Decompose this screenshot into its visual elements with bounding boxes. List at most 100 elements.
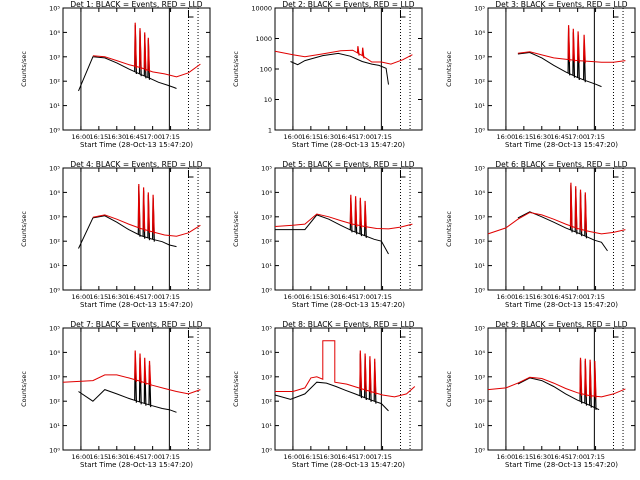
panel-title: Det 6: BLACK = Events, RED = LLD	[495, 160, 627, 169]
panel-title: Det 4: BLACK = Events, RED = LLD	[70, 160, 202, 169]
lld-flare-spike	[583, 34, 586, 64]
y-tick-label: 10²	[49, 398, 60, 406]
y-tick-label: 10³	[261, 373, 272, 381]
panel-title: Det 8: BLACK = Events, RED = LLD	[282, 320, 414, 329]
events-series-line	[78, 389, 177, 413]
lld-series-line	[92, 55, 201, 78]
x-tick-label: 17:00	[355, 133, 374, 141]
lld-flare-spike	[584, 358, 588, 397]
x-tick-label: 16:00	[497, 453, 516, 461]
x-axis-label: Start Time (28-Oct-13 15:47:20)	[80, 461, 193, 469]
x-tick-label: 17:15	[161, 293, 180, 301]
y-tick-label: 10⁵	[474, 165, 485, 173]
marker-bracket	[187, 170, 194, 178]
x-tick-label: 16:00	[284, 453, 303, 461]
x-tick-label: 16:15	[89, 293, 108, 301]
y-axis-label: Counts/sec	[445, 371, 453, 407]
y-tick-label: 10⁰	[261, 447, 272, 455]
x-axis-label: Start Time (28-Oct-13 15:47:20)	[292, 461, 405, 469]
x-tick-label: 17:00	[143, 133, 162, 141]
x-tick-label: 16:30	[107, 133, 126, 141]
x-tick-label: 16:30	[532, 453, 551, 461]
y-tick-label: 10⁵	[49, 5, 60, 13]
x-tick-label: 16:15	[89, 133, 108, 141]
events-series-line	[517, 377, 600, 411]
lld-flare-spike	[137, 183, 141, 231]
lld-flare-spike	[368, 356, 372, 394]
x-tick-label: 17:15	[586, 133, 605, 141]
x-tick-label: 16:00	[497, 133, 516, 141]
y-tick-label: 10⁵	[49, 325, 60, 333]
x-tick-label: 17:00	[355, 293, 374, 301]
y-tick-label: 10¹	[49, 422, 60, 430]
y-tick-label: 100	[260, 66, 272, 74]
lld-flare-spike	[354, 196, 358, 228]
lld-flare-spike	[361, 47, 365, 59]
lld-flare-spike	[359, 197, 363, 228]
y-tick-label: 10³	[474, 373, 485, 381]
marker-bracket	[399, 170, 406, 178]
x-tick-label: 16:30	[107, 453, 126, 461]
lld-series-line	[92, 214, 201, 237]
detector-panel: Det 1: BLACK = Events, RED = LLD 10⁰ 10¹ 10…	[20, 0, 211, 149]
x-tick-label: 16:15	[514, 133, 533, 141]
y-axis-label: Counts/sec	[445, 51, 453, 87]
lld-series-line	[517, 51, 626, 63]
x-tick-label: 16:30	[532, 293, 551, 301]
x-tick-label: 16:30	[319, 453, 338, 461]
events-series-line	[275, 214, 389, 255]
marker-bracket	[612, 330, 619, 338]
y-tick-label: 10²	[261, 398, 272, 406]
detector-panel: Det 5: BLACK = Events, RED = LLD 10⁰ 10¹ 10…	[232, 160, 423, 309]
y-tick-label: 10³	[49, 53, 60, 61]
lld-series-line	[487, 376, 626, 398]
lld-flare-spike	[147, 192, 151, 233]
y-tick-label: 10¹	[261, 422, 272, 430]
lld-flare-spike	[584, 192, 588, 233]
x-tick-label: 16:45	[125, 133, 144, 141]
panel-title: Det 1: BLACK = Events, RED = LLD	[70, 0, 202, 9]
lld-flare-spike	[567, 25, 571, 62]
plot-frame	[487, 167, 636, 291]
events-series-line	[517, 51, 602, 88]
marker-bracket	[187, 10, 194, 18]
lld-flare-spike	[359, 350, 363, 391]
y-tick-label: 10	[264, 96, 272, 104]
x-tick-label: 16:00	[72, 133, 91, 141]
lld-flare-spike	[143, 32, 147, 72]
plot-frame	[62, 167, 211, 291]
x-tick-label: 16:45	[550, 133, 569, 141]
lld-series-line	[274, 49, 413, 65]
y-axis-label: Counts/sec	[445, 211, 453, 247]
x-tick-label: 16:30	[532, 133, 551, 141]
lld-flare-spike	[593, 360, 597, 399]
marker-bracket	[612, 170, 619, 178]
y-tick-label: 10⁴	[474, 349, 485, 357]
panel-title: Det 5: BLACK = Events, RED = LLD	[282, 160, 414, 169]
y-tick-label: 10²	[474, 78, 485, 86]
x-tick-label: 17:15	[586, 293, 605, 301]
lld-series-line	[274, 213, 413, 230]
x-tick-label: 17:15	[161, 453, 180, 461]
y-tick-label: 10⁵	[261, 165, 272, 173]
y-tick-label: 10¹	[474, 102, 485, 110]
x-tick-label: 17:15	[586, 453, 605, 461]
x-tick-label: 16:15	[301, 453, 320, 461]
marker-bracket	[187, 330, 194, 338]
x-tick-label: 16:30	[319, 293, 338, 301]
y-tick-label: 10⁵	[49, 165, 60, 173]
y-tick-label: 10¹	[49, 102, 60, 110]
x-tick-label: 17:00	[355, 453, 374, 461]
y-tick-label: 10⁴	[474, 29, 485, 37]
y-axis-label: Counts/sec	[20, 51, 28, 87]
plot-frame	[274, 167, 423, 291]
lld-series-line	[62, 374, 201, 395]
x-tick-label: 16:45	[550, 293, 569, 301]
lld-flare-spike	[356, 46, 360, 56]
detector-panel: Det 3: BLACK = Events, RED = LLD 10⁰ 10¹ 10…	[445, 0, 636, 149]
lld-flare-spike	[138, 353, 142, 384]
y-tick-label: 10⁴	[49, 349, 60, 357]
x-tick-label: 17:00	[568, 453, 587, 461]
y-axis-label: Counts/sec	[232, 371, 240, 407]
panel-title: Det 7: BLACK = Events, RED = LLD	[70, 320, 202, 329]
